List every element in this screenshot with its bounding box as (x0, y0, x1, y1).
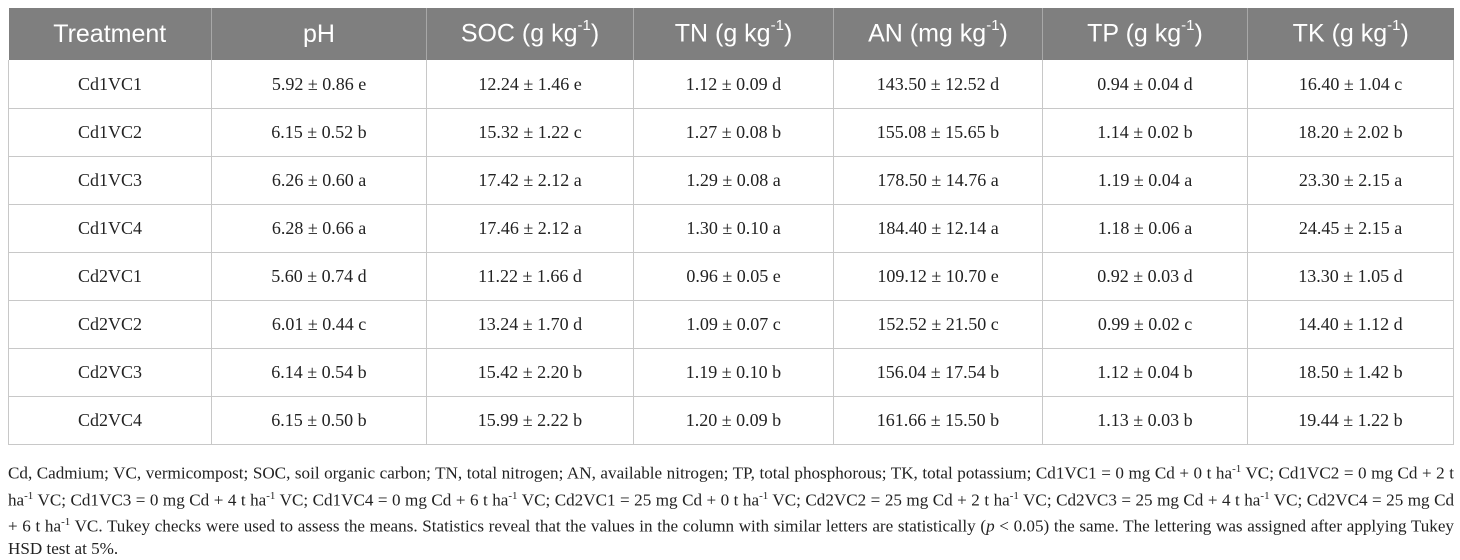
cell-tp: 1.18 ± 0.06 a (1042, 204, 1248, 253)
cell-an: 178.50 ± 14.76 a (833, 156, 1043, 205)
cell-treatment: Cd2VC3 (8, 348, 212, 397)
cell-tn: 1.09 ± 0.07 c (633, 300, 834, 349)
table-row: Cd1VC2 6.15 ± 0.52 b 15.32 ± 1.22 c 1.27… (8, 108, 1454, 157)
cell-tn: 0.96 ± 0.05 e (633, 252, 834, 301)
cell-treatment: Cd2VC2 (8, 300, 212, 349)
cell-an: 155.08 ± 15.65 b (833, 108, 1043, 157)
cell-tn: 1.12 ± 0.09 d (633, 60, 834, 109)
soil-properties-table: Treatment pH SOC (g kg-1) TN (g kg-1) AN… (8, 8, 1454, 445)
cell-tp: 0.99 ± 0.02 c (1042, 300, 1248, 349)
header-treatment: Treatment (8, 8, 212, 60)
cell-tk: 24.45 ± 2.15 a (1247, 204, 1454, 253)
table-row: Cd1VC4 6.28 ± 0.66 a 17.46 ± 2.12 a 1.30… (8, 204, 1454, 253)
cell-ph: 6.15 ± 0.50 b (211, 396, 427, 445)
table-row: Cd2VC2 6.01 ± 0.44 c 13.24 ± 1.70 d 1.09… (8, 300, 1454, 349)
cell-soc: 15.99 ± 2.22 b (426, 396, 634, 445)
cell-treatment: Cd1VC1 (8, 60, 212, 109)
cell-treatment: Cd1VC3 (8, 156, 212, 205)
cell-soc: 13.24 ± 1.70 d (426, 300, 634, 349)
cell-ph: 6.28 ± 0.66 a (211, 204, 427, 253)
cell-tn: 1.20 ± 0.09 b (633, 396, 834, 445)
cell-ph: 6.26 ± 0.60 a (211, 156, 427, 205)
results-table-container: Treatment pH SOC (g kg-1) TN (g kg-1) AN… (8, 8, 1454, 445)
cell-tk: 18.50 ± 1.42 b (1247, 348, 1454, 397)
cell-an: 156.04 ± 17.54 b (833, 348, 1043, 397)
table-row: Cd1VC3 6.26 ± 0.60 a 17.42 ± 2.12 a 1.29… (8, 156, 1454, 205)
header-tk: TK (g kg-1) (1247, 8, 1454, 60)
header-tn: TN (g kg-1) (633, 8, 834, 60)
cell-ph: 6.01 ± 0.44 c (211, 300, 427, 349)
cell-an: 143.50 ± 12.52 d (833, 60, 1043, 109)
cell-treatment: Cd1VC2 (8, 108, 212, 157)
cell-ph: 6.15 ± 0.52 b (211, 108, 427, 157)
cell-soc: 15.32 ± 1.22 c (426, 108, 634, 157)
cell-tk: 14.40 ± 1.12 d (1247, 300, 1454, 349)
cell-tn: 1.29 ± 0.08 a (633, 156, 834, 205)
cell-tn: 1.30 ± 0.10 a (633, 204, 834, 253)
table-header: Treatment pH SOC (g kg-1) TN (g kg-1) AN… (8, 8, 1454, 60)
cell-tn: 1.19 ± 0.10 b (633, 348, 834, 397)
cell-an: 152.52 ± 21.50 c (833, 300, 1043, 349)
table-row: Cd2VC1 5.60 ± 0.74 d 11.22 ± 1.66 d 0.96… (8, 252, 1454, 301)
cell-tp: 1.14 ± 0.02 b (1042, 108, 1248, 157)
header-tp: TP (g kg-1) (1042, 8, 1248, 60)
cell-tk: 23.30 ± 2.15 a (1247, 156, 1454, 205)
cell-treatment: Cd1VC4 (8, 204, 212, 253)
cell-an: 184.40 ± 12.14 a (833, 204, 1043, 253)
cell-soc: 17.42 ± 2.12 a (426, 156, 634, 205)
cell-tp: 0.94 ± 0.04 d (1042, 60, 1248, 109)
cell-an: 109.12 ± 10.70 e (833, 252, 1043, 301)
header-soc: SOC (g kg-1) (426, 8, 634, 60)
cell-tk: 13.30 ± 1.05 d (1247, 252, 1454, 301)
header-row: Treatment pH SOC (g kg-1) TN (g kg-1) AN… (8, 8, 1454, 60)
cell-ph: 5.92 ± 0.86 e (211, 60, 427, 109)
cell-soc: 15.42 ± 2.20 b (426, 348, 634, 397)
cell-soc: 17.46 ± 2.12 a (426, 204, 634, 253)
table-body: Cd1VC1 5.92 ± 0.86 e 12.24 ± 1.46 e 1.12… (8, 60, 1454, 445)
cell-tk: 19.44 ± 1.22 b (1247, 396, 1454, 445)
table-row: Cd2VC3 6.14 ± 0.54 b 15.42 ± 2.20 b 1.19… (8, 348, 1454, 397)
cell-ph: 6.14 ± 0.54 b (211, 348, 427, 397)
table-footnote: Cd, Cadmium; VC, vermicompost; SOC, soil… (8, 463, 1455, 559)
cell-treatment: Cd2VC1 (8, 252, 212, 301)
header-an: AN (mg kg-1) (833, 8, 1043, 60)
cell-tp: 1.19 ± 0.04 a (1042, 156, 1248, 205)
table-row: Cd2VC4 6.15 ± 0.50 b 15.99 ± 2.22 b 1.20… (8, 396, 1454, 445)
cell-tn: 1.27 ± 0.08 b (633, 108, 834, 157)
cell-tk: 18.20 ± 2.02 b (1247, 108, 1454, 157)
cell-treatment: Cd2VC4 (8, 396, 212, 445)
cell-soc: 12.24 ± 1.46 e (426, 60, 634, 109)
cell-an: 161.66 ± 15.50 b (833, 396, 1043, 445)
cell-ph: 5.60 ± 0.74 d (211, 252, 427, 301)
header-ph: pH (211, 8, 427, 60)
cell-tp: 1.13 ± 0.03 b (1042, 396, 1248, 445)
cell-tp: 1.12 ± 0.04 b (1042, 348, 1248, 397)
table-row: Cd1VC1 5.92 ± 0.86 e 12.24 ± 1.46 e 1.12… (8, 60, 1454, 109)
cell-soc: 11.22 ± 1.66 d (426, 252, 634, 301)
cell-tk: 16.40 ± 1.04 c (1247, 60, 1454, 109)
cell-tp: 0.92 ± 0.03 d (1042, 252, 1248, 301)
